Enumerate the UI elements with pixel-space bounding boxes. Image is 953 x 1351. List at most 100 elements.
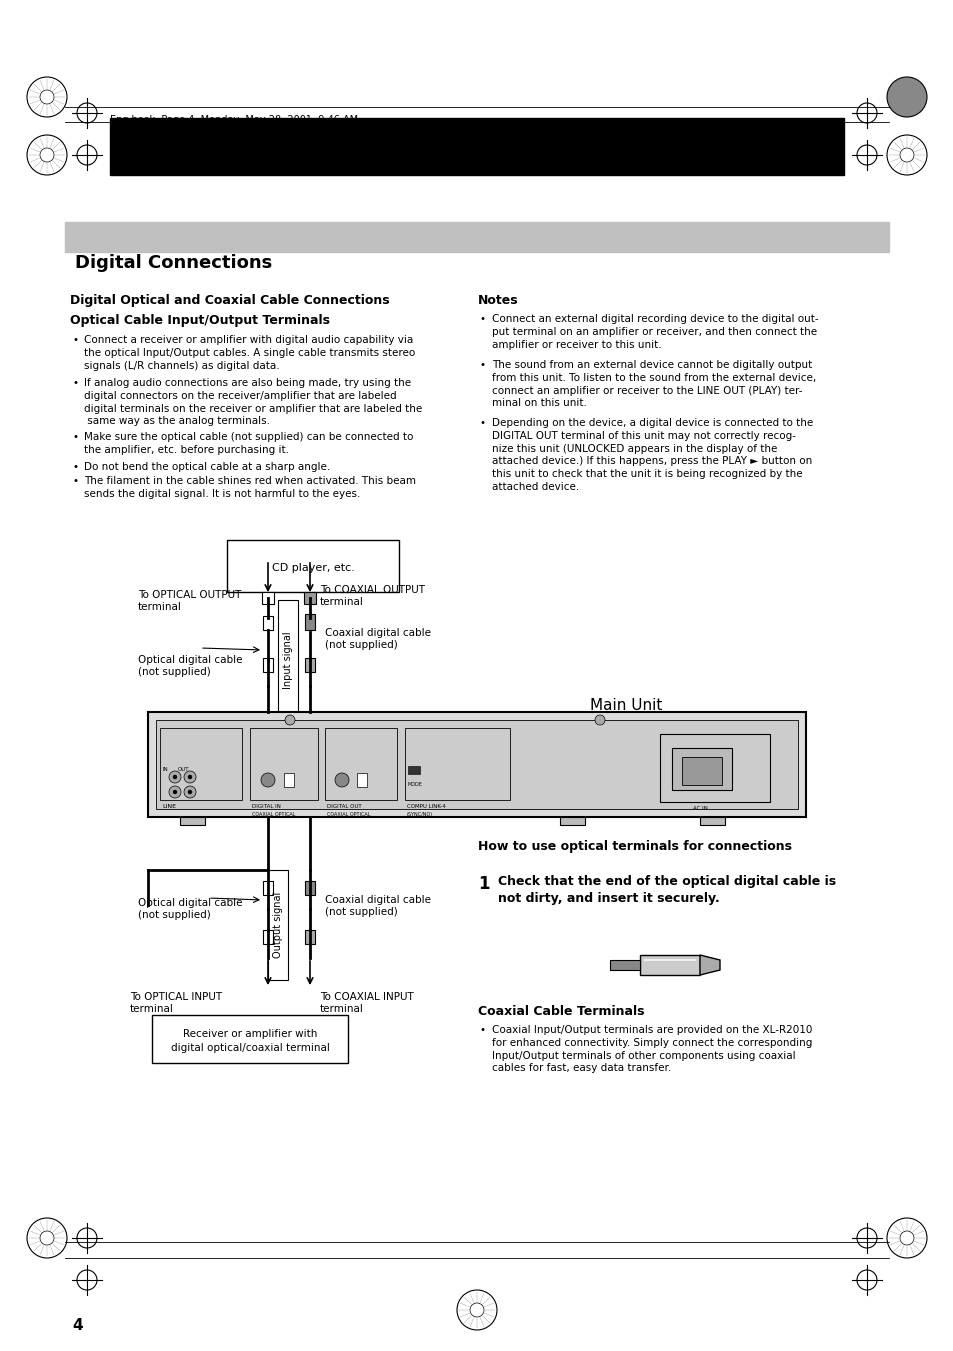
- Circle shape: [899, 1231, 913, 1246]
- Polygon shape: [700, 955, 720, 975]
- Bar: [405, 728, 510, 800]
- Text: LINE: LINE: [162, 804, 175, 809]
- Circle shape: [899, 149, 913, 162]
- Text: Coaxial Input/Output terminals are provided on the XL-R2010
for enhanced connect: Coaxial Input/Output terminals are provi…: [492, 1025, 812, 1074]
- Bar: [263, 616, 273, 630]
- Circle shape: [27, 77, 67, 118]
- Text: Digital Optical and Coaxial Cable Connections: Digital Optical and Coaxial Cable Connec…: [70, 295, 389, 307]
- Text: Do not bend the optical cable at a sharp angle.: Do not bend the optical cable at a sharp…: [84, 462, 330, 471]
- Bar: [262, 592, 274, 604]
- Bar: [263, 881, 273, 894]
- Circle shape: [169, 771, 181, 784]
- Text: •: •: [479, 1025, 485, 1035]
- Circle shape: [172, 790, 177, 794]
- Bar: [659, 734, 769, 802]
- Text: COMPU LINK-4: COMPU LINK-4: [407, 804, 445, 809]
- Bar: [268, 870, 288, 979]
- Text: Connect a receiver or amplifier with digital audio capability via
the optical In: Connect a receiver or amplifier with dig…: [84, 335, 415, 370]
- Circle shape: [27, 135, 67, 176]
- Bar: [227, 540, 398, 592]
- Text: •: •: [71, 378, 78, 388]
- Bar: [681, 757, 721, 785]
- Text: Notes: Notes: [477, 295, 518, 307]
- Circle shape: [40, 91, 54, 104]
- Text: To OPTICAL INPUT
terminal: To OPTICAL INPUT terminal: [130, 992, 222, 1015]
- Bar: [65, 222, 888, 253]
- Text: AC IN: AC IN: [692, 807, 707, 811]
- Circle shape: [285, 715, 294, 725]
- Circle shape: [886, 135, 926, 176]
- Circle shape: [184, 771, 195, 784]
- Text: •: •: [479, 417, 485, 428]
- Bar: [152, 1015, 348, 1063]
- Text: •: •: [479, 359, 485, 370]
- Bar: [156, 720, 797, 809]
- Circle shape: [886, 1219, 926, 1258]
- Text: Optical digital cable
(not supplied): Optical digital cable (not supplied): [138, 898, 242, 920]
- Text: How to use optical terminals for connections: How to use optical terminals for connect…: [477, 840, 791, 852]
- Circle shape: [470, 1302, 483, 1317]
- Text: •: •: [479, 313, 485, 324]
- Bar: [148, 712, 805, 817]
- Text: Check that the end of the optical digital cable is
not dirty, and insert it secu: Check that the end of the optical digita…: [497, 875, 835, 905]
- Bar: [671, 748, 731, 790]
- Text: Output signal: Output signal: [273, 892, 283, 958]
- Text: Optical digital cable
(not supplied): Optical digital cable (not supplied): [138, 655, 242, 677]
- Text: The filament in the cable shines red when activated. This beam
sends the digital: The filament in the cable shines red whe…: [84, 476, 416, 499]
- Text: •: •: [71, 432, 78, 442]
- Circle shape: [188, 790, 192, 794]
- Text: Input signal: Input signal: [283, 631, 293, 689]
- Circle shape: [40, 1231, 54, 1246]
- Circle shape: [169, 786, 181, 798]
- Text: The sound from an external device cannot be digitally output
from this unit. To : The sound from an external device cannot…: [492, 359, 816, 408]
- Circle shape: [40, 149, 54, 162]
- Circle shape: [456, 1290, 497, 1329]
- Bar: [325, 728, 396, 800]
- Text: COAXIAL OPTICAL: COAXIAL OPTICAL: [252, 812, 295, 817]
- Text: Coaxial digital cable
(not supplied): Coaxial digital cable (not supplied): [325, 894, 431, 917]
- Text: To OPTICAL OUTPUT
terminal: To OPTICAL OUTPUT terminal: [138, 590, 241, 612]
- Text: Make sure the optical cable (not supplied) can be connected to
the amplifier, et: Make sure the optical cable (not supplie…: [84, 432, 413, 455]
- Text: Main Unit: Main Unit: [589, 698, 661, 713]
- Circle shape: [335, 773, 349, 788]
- Text: To COAXIAL INPUT
terminal: To COAXIAL INPUT terminal: [319, 992, 414, 1015]
- Bar: [277, 600, 297, 720]
- Bar: [160, 728, 242, 800]
- Circle shape: [261, 773, 274, 788]
- Text: CD player, etc.: CD player, etc.: [272, 563, 355, 573]
- Bar: [180, 817, 205, 825]
- Bar: [284, 773, 294, 788]
- Text: 1: 1: [477, 875, 489, 893]
- Text: OUT: OUT: [178, 767, 190, 771]
- Circle shape: [188, 775, 192, 780]
- Bar: [700, 817, 724, 825]
- Text: DIGITAL IN: DIGITAL IN: [252, 804, 280, 809]
- Bar: [263, 929, 273, 944]
- Text: Depending on the device, a digital device is connected to the
DIGITAL OUT termin: Depending on the device, a digital devic…: [492, 417, 812, 492]
- Text: •: •: [71, 476, 78, 486]
- Bar: [250, 728, 317, 800]
- Bar: [263, 658, 273, 671]
- Text: Connect an external digital recording device to the digital out-
put terminal on: Connect an external digital recording de…: [492, 313, 818, 350]
- Text: 4: 4: [71, 1319, 83, 1333]
- Text: (SYNC/NO): (SYNC/NO): [407, 812, 433, 817]
- Bar: [305, 881, 314, 894]
- Text: MODE: MODE: [408, 782, 422, 788]
- Bar: [304, 592, 315, 604]
- Circle shape: [184, 786, 195, 798]
- Text: If analog audio connections are also being made, try using the
digital connector: If analog audio connections are also bei…: [84, 378, 422, 427]
- Bar: [305, 613, 314, 630]
- Text: Receiver or amplifier with
digital optical/coaxial terminal: Receiver or amplifier with digital optic…: [171, 1029, 329, 1052]
- Text: •: •: [71, 462, 78, 471]
- Bar: [356, 773, 367, 788]
- Circle shape: [595, 715, 604, 725]
- Circle shape: [172, 775, 177, 780]
- Bar: [639, 955, 700, 975]
- Bar: [305, 658, 314, 671]
- Bar: [110, 118, 843, 176]
- Bar: [609, 961, 639, 970]
- Text: Eng.book  Page 4  Monday, May 28, 2001  9:46 AM: Eng.book Page 4 Monday, May 28, 2001 9:4…: [110, 115, 357, 126]
- Text: Coaxial digital cable
(not supplied): Coaxial digital cable (not supplied): [325, 628, 431, 650]
- Text: DIGITAL OUT: DIGITAL OUT: [327, 804, 361, 809]
- Circle shape: [27, 1219, 67, 1258]
